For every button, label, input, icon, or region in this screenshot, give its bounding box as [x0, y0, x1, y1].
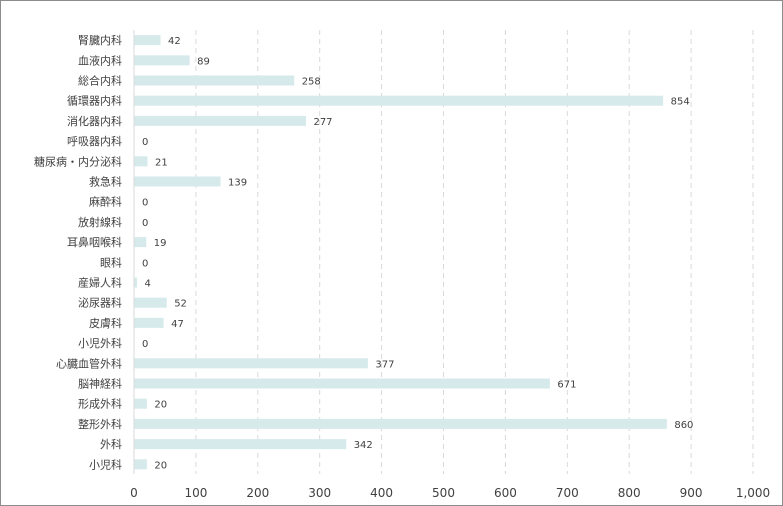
data-label: 860 [674, 420, 693, 431]
bar [134, 378, 550, 389]
bar [134, 95, 664, 106]
bar [134, 115, 306, 126]
category-label: 脳神経科 [78, 377, 122, 391]
category-label: 心臓血管外科 [56, 356, 122, 370]
category-label: 小児外科 [78, 336, 122, 350]
category-label: 皮膚科 [89, 316, 122, 330]
data-label: 0 [142, 339, 148, 350]
category-label: 循環器内科 [67, 94, 122, 108]
data-label: 89 [197, 56, 210, 67]
data-label: 377 [375, 359, 394, 370]
category-label: 糖尿病・内分泌科 [34, 154, 122, 168]
x-tick-label: 600 [494, 486, 517, 500]
value-labels: 42 89 258 854 277 0 21 139 0 0 19 0 4 52 47 0 377 671 20 86… [142, 36, 693, 471]
category-label: 消化器内科 [67, 114, 122, 128]
bar [134, 156, 148, 167]
data-label: 20 [154, 460, 167, 471]
bar [134, 75, 295, 86]
bar [134, 176, 221, 187]
bar [134, 358, 368, 369]
category-label: 整形外科 [78, 417, 122, 431]
x-tick-label: 100 [184, 486, 207, 500]
category-label: 血液内科 [78, 53, 122, 67]
x-tick-label: 800 [618, 486, 641, 500]
data-label: 0 [142, 137, 148, 148]
category-label: 形成外科 [78, 397, 122, 411]
x-tick-label: 900 [680, 486, 703, 500]
data-label: 20 [154, 400, 167, 411]
x-tick-label: 0 [130, 486, 138, 500]
bar [134, 398, 147, 409]
x-tick-label: 700 [556, 486, 579, 500]
x-tick-label: 500 [432, 486, 455, 500]
data-label: 258 [302, 77, 321, 88]
bar [134, 277, 137, 288]
category-label: 総合内科 [78, 74, 122, 88]
category-label: 呼吸器内科 [67, 134, 122, 148]
x-tick-label: 1,000 [736, 486, 770, 500]
data-label: 19 [154, 238, 167, 249]
data-label: 0 [142, 198, 148, 209]
data-label: 0 [142, 258, 148, 269]
x-tick-label: 300 [308, 486, 331, 500]
category-label: 放射線科 [78, 215, 122, 229]
x-tick-label: 200 [246, 486, 269, 500]
data-label: 342 [354, 440, 373, 451]
data-label: 0 [142, 218, 148, 229]
category-label: 腎臓内科 [78, 33, 122, 47]
x-tick-label: 400 [370, 486, 393, 500]
bar [134, 297, 167, 308]
bar [134, 237, 147, 248]
data-label: 139 [228, 178, 247, 189]
bar [134, 439, 347, 450]
bar [134, 459, 147, 470]
bars [134, 35, 667, 470]
bar [134, 317, 164, 328]
data-label: 42 [168, 36, 181, 47]
bar [134, 55, 190, 66]
category-label: 小児科 [89, 457, 122, 471]
category-label: 救急科 [89, 175, 122, 189]
category-label: 外科 [100, 437, 122, 451]
data-label: 4 [144, 279, 150, 290]
category-labels: 腎臓内科血液内科総合内科循環器内科消化器内科呼吸器内科糖尿病・内分泌科救急科麻酔… [34, 33, 122, 471]
category-label: 眼科 [100, 255, 122, 269]
category-label: 麻酔科 [89, 195, 122, 209]
data-label: 854 [671, 97, 690, 108]
data-label: 52 [174, 299, 187, 310]
data-label: 47 [171, 319, 184, 330]
data-label: 671 [557, 380, 576, 391]
category-label: 耳鼻咽喉科 [67, 235, 122, 249]
data-label: 21 [155, 157, 168, 168]
x-tick-labels: 0 100 200 300 400 500 600 700 800 900 1,000 [130, 486, 770, 500]
bar [134, 418, 667, 429]
category-label: 泌尿器科 [78, 296, 122, 310]
data-label: 277 [313, 117, 332, 128]
category-label: 産婦人科 [78, 276, 122, 290]
bar [134, 35, 161, 46]
